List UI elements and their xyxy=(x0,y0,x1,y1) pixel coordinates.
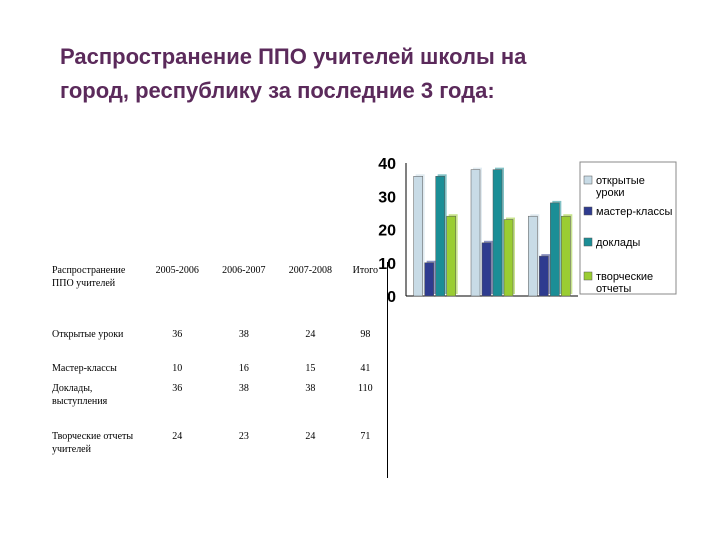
table-cell: 24 xyxy=(305,329,316,340)
y-tick-label: 20 xyxy=(378,223,396,240)
table-cell: 38 xyxy=(238,383,249,394)
table-header-cell: Распространение ППО учителей xyxy=(52,265,126,289)
bar xyxy=(528,215,538,297)
table-cell: 16 xyxy=(238,363,249,374)
bar xyxy=(481,242,492,297)
table-cell: 23 xyxy=(238,431,249,442)
row-label: Творческие отчеты учителей xyxy=(52,431,134,455)
table-header-cell: Итого xyxy=(343,262,388,326)
y-tick-label: 40 xyxy=(378,156,396,173)
bar-chart: 0 10 20 30 40 открытые уроки мастер-классы докла… xyxy=(378,156,677,306)
bar xyxy=(492,169,503,297)
table-cell: 110 xyxy=(343,380,388,428)
table-cell: 71 xyxy=(343,428,388,478)
legend-label: мастер-классы xyxy=(596,206,672,218)
table-cell: 98 xyxy=(343,326,388,360)
legend-label: открытые уроки xyxy=(596,175,645,199)
legend-label: творческие отчеты xyxy=(596,271,653,295)
table-header-cell: 2005-2006 xyxy=(155,265,199,276)
table-cell: 24 xyxy=(172,431,183,442)
table-cell: 36 xyxy=(172,329,183,340)
page-title: Распространение ППО учителей школы на го… xyxy=(60,44,527,103)
legend-swatch xyxy=(583,237,593,247)
bar xyxy=(435,176,445,297)
table-cell: 24 xyxy=(305,431,316,442)
legend-swatch xyxy=(583,175,593,185)
row-label: Доклады, выступления xyxy=(52,383,108,407)
table-header-row: Распространение ППО учителей 2005-2006 2… xyxy=(48,262,388,326)
bar xyxy=(470,169,481,297)
bar xyxy=(550,202,560,297)
table-row: Творческие отчеты учителей 24 23 24 71 xyxy=(48,428,388,478)
table-cell: 41 xyxy=(343,360,388,380)
legend-box xyxy=(579,161,677,295)
table-header-cell: 2007-2008 xyxy=(288,265,333,276)
table-cell: 10 xyxy=(172,363,183,374)
bar xyxy=(413,176,423,297)
bar xyxy=(539,255,549,297)
legend-label: доклады xyxy=(596,237,640,249)
table-cell: 36 xyxy=(172,383,183,394)
table-row: Мастер-классы 10 16 15 41 xyxy=(48,360,388,380)
y-tick-label: 30 xyxy=(378,189,396,206)
row-label: Открытые уроки xyxy=(52,329,124,340)
row-label: Мастер-классы xyxy=(52,363,117,374)
table-cell: 38 xyxy=(238,329,249,340)
bar xyxy=(561,215,571,297)
y-tick-label: 0 xyxy=(387,289,396,306)
bar xyxy=(424,262,434,297)
table-row: Доклады, выступления 36 38 38 110 xyxy=(48,380,388,428)
bar xyxy=(446,215,456,297)
table-row: Открытые уроки 36 38 24 98 xyxy=(48,326,388,360)
y-tick-label: 10 xyxy=(378,256,396,273)
table-cell: 38 xyxy=(305,383,316,394)
data-table: Распространение ППО учителей 2005-2006 2… xyxy=(48,262,388,478)
table-header-cell: 2006-2007 xyxy=(222,265,266,276)
legend-swatch xyxy=(583,206,593,216)
legend-swatch xyxy=(583,271,593,281)
table-cell: 15 xyxy=(305,363,316,374)
bar xyxy=(503,219,514,297)
